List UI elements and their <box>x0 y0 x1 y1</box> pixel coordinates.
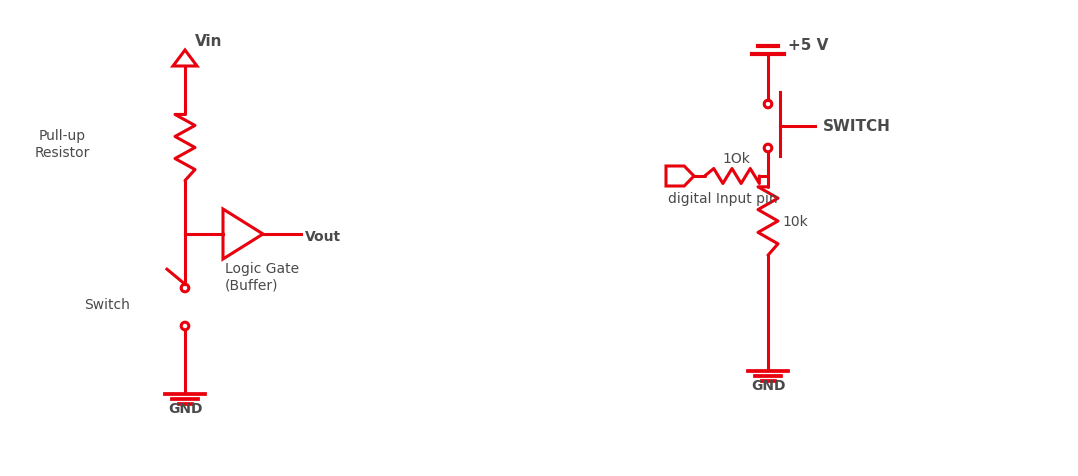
Text: +5 V: +5 V <box>788 38 828 52</box>
Text: SWITCH: SWITCH <box>823 119 890 134</box>
Text: 1Ok: 1Ok <box>722 152 750 166</box>
Text: Pull-up
Resistor: Pull-up Resistor <box>34 129 89 159</box>
Text: Vin: Vin <box>195 34 222 49</box>
Text: 10k: 10k <box>782 215 807 228</box>
Text: Vout: Vout <box>305 229 341 244</box>
Text: digital Input pin: digital Input pin <box>668 192 777 206</box>
Text: Logic Gate
(Buffer): Logic Gate (Buffer) <box>225 261 299 291</box>
Text: Switch: Switch <box>84 298 130 311</box>
Text: GND: GND <box>750 378 785 392</box>
Text: GND: GND <box>168 401 203 415</box>
